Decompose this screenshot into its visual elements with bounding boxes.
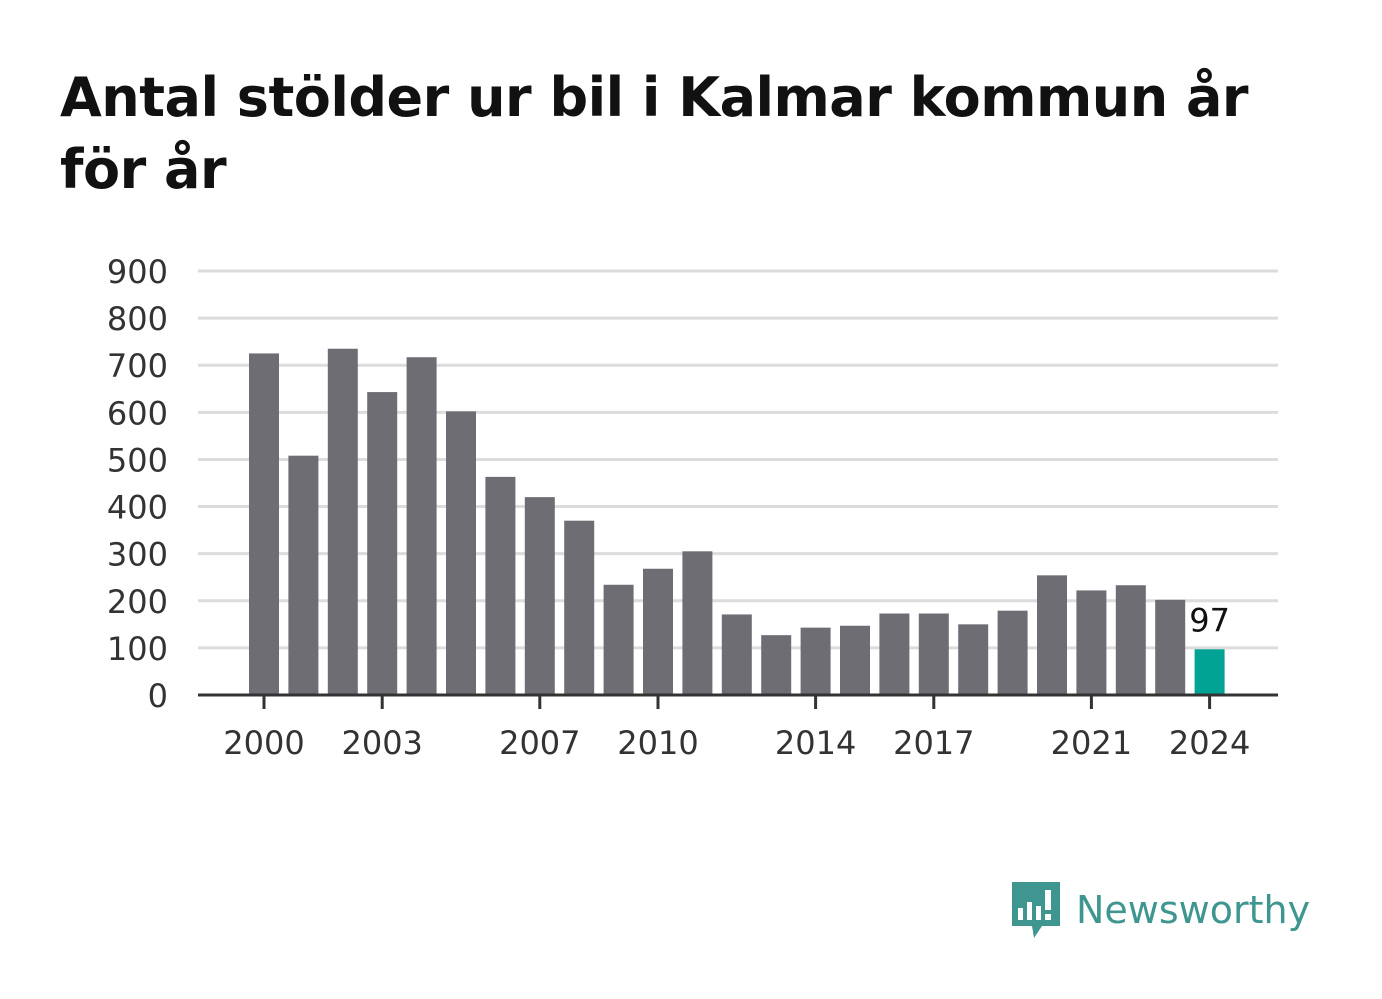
data-labels: 97 bbox=[1189, 601, 1230, 639]
data-label: 97 bbox=[1189, 601, 1230, 639]
bar-2016 bbox=[879, 613, 910, 695]
y-tick-label: 0 bbox=[148, 677, 168, 715]
bar-2022 bbox=[1115, 585, 1146, 695]
bar-2005 bbox=[446, 411, 476, 695]
x-tick-label: 2007 bbox=[499, 724, 580, 762]
y-tick-label: 400 bbox=[107, 489, 168, 527]
bar-2003 bbox=[367, 392, 398, 695]
bar-2002 bbox=[327, 348, 358, 695]
newsworthy-logo: Newsworthy bbox=[1010, 878, 1310, 942]
y-tick-label: 100 bbox=[107, 630, 168, 668]
newsworthy-chart-bubble-icon bbox=[1012, 882, 1060, 938]
bar-2001 bbox=[288, 455, 319, 695]
bar-2024 bbox=[1194, 649, 1225, 695]
y-tick-label: 200 bbox=[107, 583, 168, 621]
brand-name: Newsworthy bbox=[1076, 888, 1311, 932]
x-tick-label: 2000 bbox=[223, 724, 304, 762]
bar-2004 bbox=[406, 357, 437, 695]
y-tick-label: 800 bbox=[107, 300, 168, 338]
x-tick-label: 2010 bbox=[617, 724, 698, 762]
y-tick-label: 300 bbox=[107, 536, 168, 574]
bar-2008 bbox=[564, 520, 595, 695]
bar-2009 bbox=[603, 584, 634, 695]
x-tick-label: 2024 bbox=[1169, 724, 1250, 762]
x-tick-label: 2017 bbox=[893, 724, 974, 762]
x-axis-labels: 2000 2003 2007 2010 2014 2017 2021 2024 bbox=[223, 695, 1250, 762]
bar-2007 bbox=[524, 497, 555, 695]
y-tick-label: 900 bbox=[107, 253, 168, 291]
bar-2018 bbox=[958, 624, 989, 695]
bar-2021 bbox=[1076, 590, 1107, 695]
bar-2012 bbox=[721, 614, 752, 695]
x-tick-label: 2003 bbox=[341, 724, 422, 762]
bar-2023 bbox=[1155, 599, 1186, 695]
bar-2020 bbox=[1037, 575, 1067, 695]
bar-2017 bbox=[918, 613, 949, 695]
chart-title: Antal stölder ur bil i Kalmar kommun år … bbox=[60, 66, 1249, 201]
x-tick-label: 2021 bbox=[1051, 724, 1132, 762]
bar-2010 bbox=[643, 568, 673, 695]
bar-2011 bbox=[682, 551, 713, 695]
bar-2015 bbox=[840, 625, 870, 695]
bar-2000 bbox=[249, 353, 279, 695]
y-tick-label: 700 bbox=[107, 347, 168, 385]
y-tick-label: 600 bbox=[107, 394, 168, 432]
x-tick-label: 2014 bbox=[775, 724, 856, 762]
bar-2014 bbox=[800, 627, 831, 695]
bar-2019 bbox=[997, 610, 1028, 695]
y-tick-label: 500 bbox=[107, 441, 168, 479]
bars bbox=[249, 348, 1225, 695]
bar-2013 bbox=[761, 635, 792, 695]
y-axis-labels: 0 100 200 300 400 500 600 700 800 900 bbox=[107, 253, 168, 715]
bar-2006 bbox=[485, 476, 516, 695]
